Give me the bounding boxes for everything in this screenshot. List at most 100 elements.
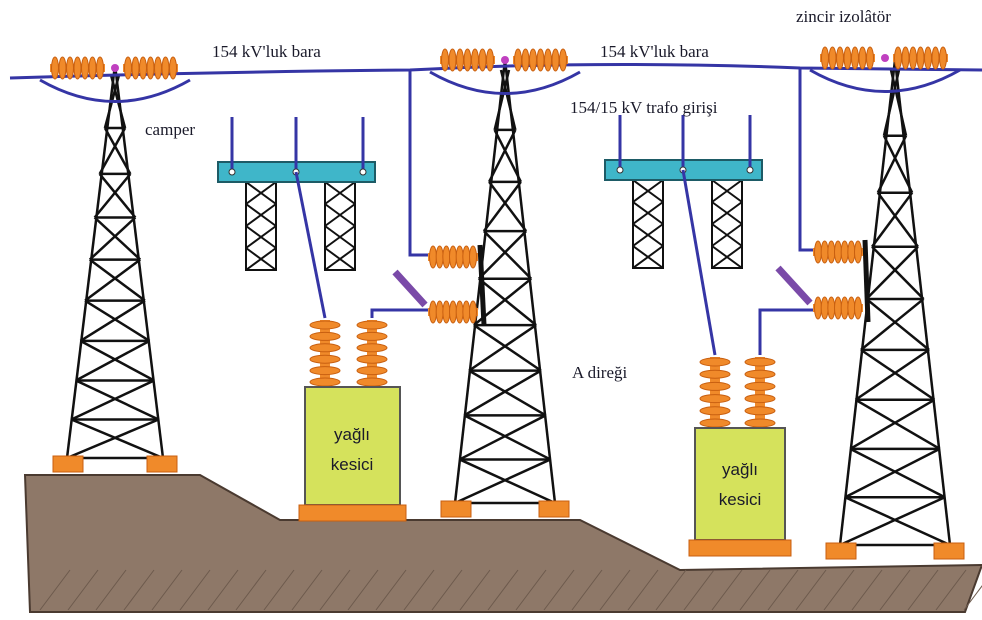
support [325, 182, 355, 270]
bus-label: 154 kV'luk bara [212, 42, 321, 61]
insulator-rib [97, 57, 104, 79]
tower-brace [856, 400, 940, 449]
tower-brace [856, 350, 929, 400]
insulator-rib [470, 246, 477, 268]
tower-foot [826, 543, 856, 559]
insulator-rib [835, 241, 842, 263]
insulator-rib [855, 241, 862, 263]
clamp [111, 64, 119, 72]
tower-brace [469, 371, 546, 416]
tower-brace [455, 459, 550, 503]
bushing-core [367, 320, 377, 387]
bushing-rib [310, 367, 340, 375]
tower-brace [469, 325, 536, 370]
insulator-rib [456, 301, 463, 323]
arrester [395, 272, 425, 305]
insulator-rib [487, 49, 494, 71]
insulator-rib [895, 47, 902, 69]
insulator-rib [560, 49, 567, 71]
tower-foot [53, 456, 83, 472]
bus-loop [810, 70, 960, 92]
support-brace [325, 226, 355, 248]
tower-brace [474, 325, 541, 370]
bushing-rib [310, 321, 340, 329]
support-brace [325, 204, 355, 226]
breaker-label: kesici [719, 490, 762, 509]
insulator-rib [940, 47, 947, 69]
insulator-rib [855, 297, 862, 319]
insulator-rib [841, 297, 848, 319]
tower-brace [85, 301, 149, 341]
tower-brace [479, 279, 536, 325]
breaker-label: kesici [331, 455, 374, 474]
insulator-rib [450, 301, 457, 323]
insulator-rib [162, 57, 169, 79]
insulator-rib [828, 297, 835, 319]
insulator-rib [859, 47, 866, 69]
insulator-rib [470, 301, 477, 323]
insulator-rib [89, 57, 96, 79]
tower-brace [850, 449, 945, 497]
tower-brace [464, 415, 550, 459]
wire [800, 68, 815, 250]
support-brace [712, 224, 742, 246]
clamp [881, 54, 889, 62]
bushing-rib [700, 382, 730, 390]
insulator-rib [479, 49, 486, 71]
breaker-tank [695, 428, 785, 540]
insulator-rib [67, 57, 74, 79]
insulator-rib [140, 57, 147, 79]
support-brace [246, 226, 276, 248]
insulator-rib [848, 297, 855, 319]
insulator-rib [545, 49, 552, 71]
tower-foot [934, 543, 964, 559]
support-brace [633, 224, 663, 246]
support-brace [712, 202, 742, 224]
bushing-rib [745, 407, 775, 415]
insulator-rib [125, 57, 132, 79]
tower-brace [891, 70, 906, 136]
clamp [501, 56, 509, 64]
support-brace [712, 246, 742, 268]
insulator-rib [463, 246, 470, 268]
tower-brace [845, 497, 950, 545]
bushing-rib [357, 378, 387, 386]
insulator-rib [822, 47, 829, 69]
breaker-label: yağlı [722, 460, 758, 479]
bushing-rib [700, 395, 730, 403]
breaker-label: yağlı [334, 425, 370, 444]
bus-label: 154 kV'luk bara [600, 42, 709, 61]
tower-leg [895, 60, 950, 545]
tower-brace [460, 459, 555, 503]
breaker-base [689, 540, 791, 556]
insulator-rib [530, 49, 537, 71]
insulator-rib [902, 47, 909, 69]
bushing-rib [700, 358, 730, 366]
insulator-rib [436, 301, 443, 323]
wire [683, 170, 715, 355]
insulator-rib [821, 241, 828, 263]
tower-foot [441, 501, 471, 517]
insulator-rib [828, 241, 835, 263]
insulator-rib [537, 49, 544, 71]
insulator-rib [443, 301, 450, 323]
support [712, 180, 742, 268]
insulator-rib [841, 241, 848, 263]
bushing-rib [700, 370, 730, 378]
tower-brace [71, 380, 154, 419]
tower-brace [845, 449, 940, 497]
wire [372, 310, 430, 318]
tower-brace [866, 299, 929, 350]
support-brace [633, 246, 663, 268]
arrester [778, 268, 810, 303]
insulator-rib [844, 47, 851, 69]
insulator-rib [515, 49, 522, 71]
insulator-label: zincir izolâtör [796, 7, 891, 26]
insulator-rib [821, 297, 828, 319]
wire [296, 172, 325, 318]
tower-brace [80, 341, 154, 381]
bushing-rib [745, 358, 775, 366]
wire [410, 70, 430, 255]
tower-label: A direği [572, 363, 628, 382]
tower-brace [884, 70, 899, 136]
